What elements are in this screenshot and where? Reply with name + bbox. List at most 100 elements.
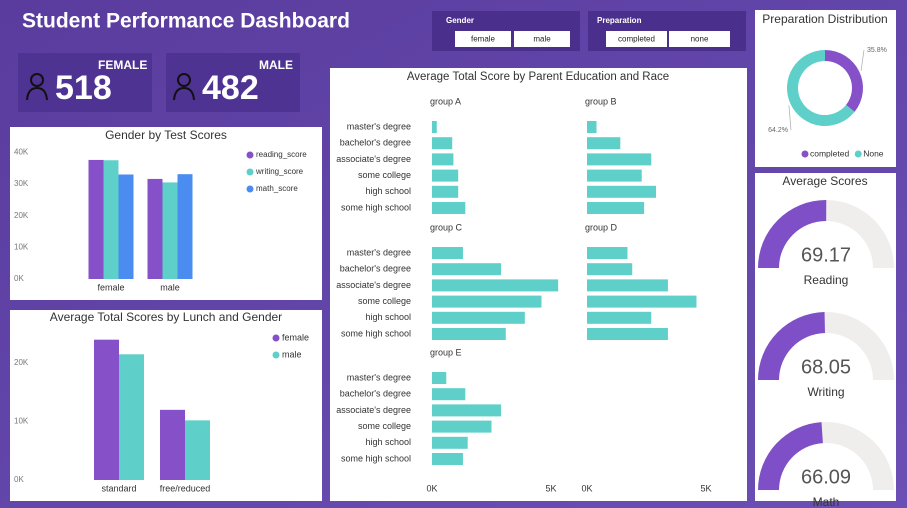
bar <box>587 202 645 214</box>
bar <box>119 354 144 480</box>
x-tick-label: 5K <box>545 483 556 493</box>
bar <box>432 263 502 276</box>
y-tick-label: 10K <box>14 417 29 426</box>
bar <box>587 328 668 340</box>
gauge-value: 69.17 <box>801 244 851 266</box>
bar <box>587 263 633 276</box>
kpi-label: FEMALE <box>98 58 147 72</box>
category-label: some high school <box>341 328 411 338</box>
bar <box>432 328 506 340</box>
bar <box>147 178 163 279</box>
legend-marker <box>854 150 862 158</box>
bar <box>587 185 657 198</box>
slicer-button[interactable] <box>669 31 730 47</box>
slicer-option[interactable]: male <box>533 35 551 44</box>
kpi-card <box>166 53 300 112</box>
x-tick-label: female <box>97 282 124 292</box>
slicer-button[interactable] <box>606 31 667 47</box>
panel-title: group D <box>585 222 618 232</box>
x-tick-label: free/reduced <box>160 483 211 493</box>
category-label: high school <box>365 312 411 322</box>
category-label: bachelor's degree <box>340 264 411 274</box>
bar <box>162 182 178 279</box>
legend-label: male <box>282 349 302 359</box>
gauge-fill <box>758 312 825 380</box>
x-tick-label: 0K <box>426 483 437 493</box>
x-tick-label: male <box>160 282 180 292</box>
category-label: some college <box>358 296 411 306</box>
legend-marker <box>246 168 254 176</box>
bar <box>432 153 454 166</box>
person-icon <box>173 73 195 101</box>
bar <box>432 137 453 150</box>
person-icon <box>26 73 48 101</box>
gauge-label: Writing <box>807 385 844 399</box>
slicer-option[interactable]: none <box>691 35 709 44</box>
bar <box>177 174 193 279</box>
chart-title: Average Total Score by Parent Education … <box>407 71 669 83</box>
kpi-value: 518 <box>55 69 112 107</box>
bar <box>432 279 559 292</box>
legend-label: math_score <box>256 184 298 193</box>
legend-label: writing_score <box>255 167 304 176</box>
category-label: some college <box>358 421 411 431</box>
bar <box>118 174 134 279</box>
legend-marker <box>272 351 280 359</box>
y-tick-label: 10K <box>14 242 29 251</box>
kpi-value: 482 <box>202 69 259 107</box>
kpi-label: MALE <box>259 58 293 72</box>
donut-slice <box>787 50 855 126</box>
bar <box>587 311 652 324</box>
gauge-label: Reading <box>804 273 849 287</box>
leader-line <box>788 105 792 131</box>
bar <box>160 409 185 480</box>
chart-title: Average Scores <box>782 174 867 188</box>
category-label: high school <box>365 186 411 196</box>
bar <box>432 404 502 417</box>
y-tick-label: 20K <box>14 358 29 367</box>
bar <box>103 160 119 279</box>
bar <box>432 121 437 133</box>
data-label: 35.8% <box>867 47 887 54</box>
legend-label: None <box>863 148 884 158</box>
bar <box>587 169 642 182</box>
category-label: some high school <box>341 453 411 463</box>
dashboard-title: Student Performance Dashboard <box>22 10 350 33</box>
legend-marker <box>246 151 254 159</box>
donut-slice <box>825 50 864 112</box>
leader-line <box>860 49 865 71</box>
category-label: high school <box>365 437 411 447</box>
bar <box>432 436 468 449</box>
slicer-button[interactable] <box>455 31 511 47</box>
category-label: bachelor's degree <box>340 389 411 399</box>
legend-label: female <box>282 332 309 342</box>
bar <box>587 295 697 308</box>
bar <box>94 339 119 480</box>
bar <box>88 159 104 279</box>
slicer-option[interactable]: female <box>471 35 496 44</box>
panel-title: group A <box>430 96 461 106</box>
category-label: associate's degree <box>336 405 411 415</box>
bar <box>432 372 447 384</box>
bar <box>432 388 466 401</box>
slicer-button[interactable] <box>514 31 570 47</box>
y-tick-label: 30K <box>14 179 29 188</box>
slicer-title: Preparation <box>597 16 642 25</box>
legend-label: completed <box>810 148 849 158</box>
bar <box>432 311 525 324</box>
legend-marker <box>801 150 809 158</box>
x-tick-label: 0K <box>581 483 592 493</box>
y-tick-label: 40K <box>14 147 29 156</box>
category-label: some high school <box>341 202 411 212</box>
bar <box>587 247 628 259</box>
data-label: 64.2% <box>768 127 788 134</box>
category-label: bachelor's degree <box>340 138 411 148</box>
gauge-value: 68.05 <box>801 356 851 378</box>
gauge-label: Math <box>813 495 840 508</box>
bar <box>587 121 597 133</box>
slicer-option[interactable]: completed <box>618 35 655 44</box>
kpi-card <box>18 53 152 112</box>
y-tick-label: 20K <box>14 211 29 220</box>
category-label: master's degree <box>347 372 411 382</box>
category-label: some college <box>358 170 411 180</box>
